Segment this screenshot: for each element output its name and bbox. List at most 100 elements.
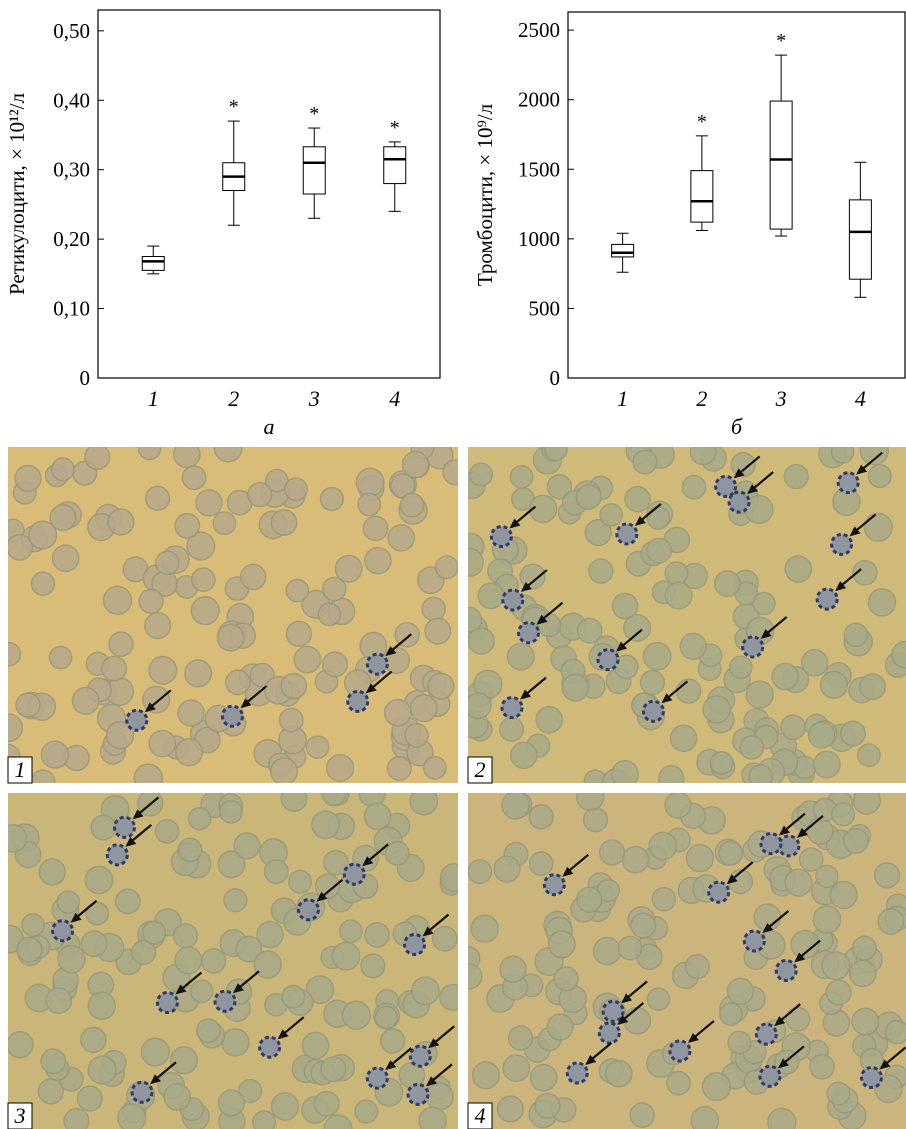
blood-cell [85,901,110,926]
blood-cell [223,888,248,913]
blood-cell [80,930,108,958]
y-tick-label: 2000 [518,88,560,112]
blood-cell [439,983,458,1011]
blood-cell [611,592,639,620]
blood-cell [174,512,201,539]
blood-cell [285,620,313,648]
plot-frame [567,11,906,379]
blood-cell [354,1099,379,1124]
blood-cell [219,799,243,824]
blood-cell [177,837,203,863]
blood-cell [431,925,458,952]
blood-cell [658,764,685,783]
blood-cell [114,888,141,915]
arrow-head [747,484,759,495]
blood-cell [646,506,671,531]
stained-cell [403,932,427,956]
blood-cell [576,617,603,644]
blood-cell [507,1025,534,1051]
blood-cell [842,828,869,854]
blood-cell [848,959,877,988]
blood-cell [681,474,707,500]
blood-cell [684,954,710,980]
blood-cell [863,512,893,542]
blood-cell [383,698,412,727]
blood-cell [394,621,420,648]
blood-cell [506,642,535,671]
blood-cell [8,713,24,743]
blood-cell [174,946,203,975]
blood-cell [253,950,282,979]
blood-cell [190,567,216,593]
blood-cell [374,1005,399,1030]
blood-cell [281,984,306,1009]
blood-cell [288,869,313,894]
blood-cell [137,447,162,461]
blood-cell [40,740,70,769]
blood-cell [379,1028,406,1054]
blood-cell [28,520,58,550]
arrow-head [316,891,328,902]
blood-cell [172,447,201,469]
blood-cell [256,920,284,949]
blood-cell [107,508,135,536]
blood-cell [190,979,214,1004]
blood-cell [358,793,387,808]
y-tick-label: 0,50 [53,19,90,43]
blood-cell [148,655,178,685]
blood-cell [780,714,806,741]
arrow-head [856,464,868,475]
arrow-head [585,1054,597,1065]
blood-cell [744,494,774,525]
y-tick-label: 0,40 [53,88,90,112]
x-tick-label: 3 [775,386,787,411]
label-box [7,1102,33,1129]
blood-cell [664,793,692,819]
arrow-head [726,874,738,885]
blood-cell [321,793,347,807]
blood-cell [611,760,639,783]
y-axis-label: Ретикулоцити, × 10¹²/л [5,93,29,295]
micrograph: 2 [467,447,906,784]
blood-cell [321,576,347,602]
blood-cell [664,561,689,586]
blood-cell [784,555,813,583]
arrow-head [519,689,531,700]
blood-cell [826,1081,851,1106]
blood-cell [544,447,568,461]
blood-cell [613,654,639,680]
blood-cell [184,659,213,688]
blood-cell [685,844,715,873]
stained-cell [727,490,751,514]
blood-cell [133,763,163,783]
label-box [467,756,493,784]
blood-cell [360,953,386,979]
arrow-head [733,468,745,479]
stained-cell [346,689,370,713]
blood-cell [859,447,889,466]
blood-cell [16,936,43,963]
blood-cell [317,602,342,627]
blood-cell [384,840,410,866]
arrow-head [365,683,377,694]
blood-cell [280,672,308,700]
arrow-head [422,926,434,937]
blood-cell [401,450,430,479]
blood-cell [468,963,483,990]
blood-cell [138,588,164,614]
blood-cell [800,649,829,677]
significance-marker: * [309,103,319,125]
blood-cell [851,1007,880,1036]
arrow-head [385,646,397,657]
stained-cell [668,1039,692,1063]
blood-cell [331,941,361,971]
arrow-head [835,581,847,592]
blood-cell [809,1053,835,1080]
blood-cell [169,1046,199,1075]
blood-cell [140,1037,170,1067]
box [383,146,407,185]
stained-cell [815,587,839,611]
stained-cell [500,696,524,720]
blood-cell [224,669,251,696]
